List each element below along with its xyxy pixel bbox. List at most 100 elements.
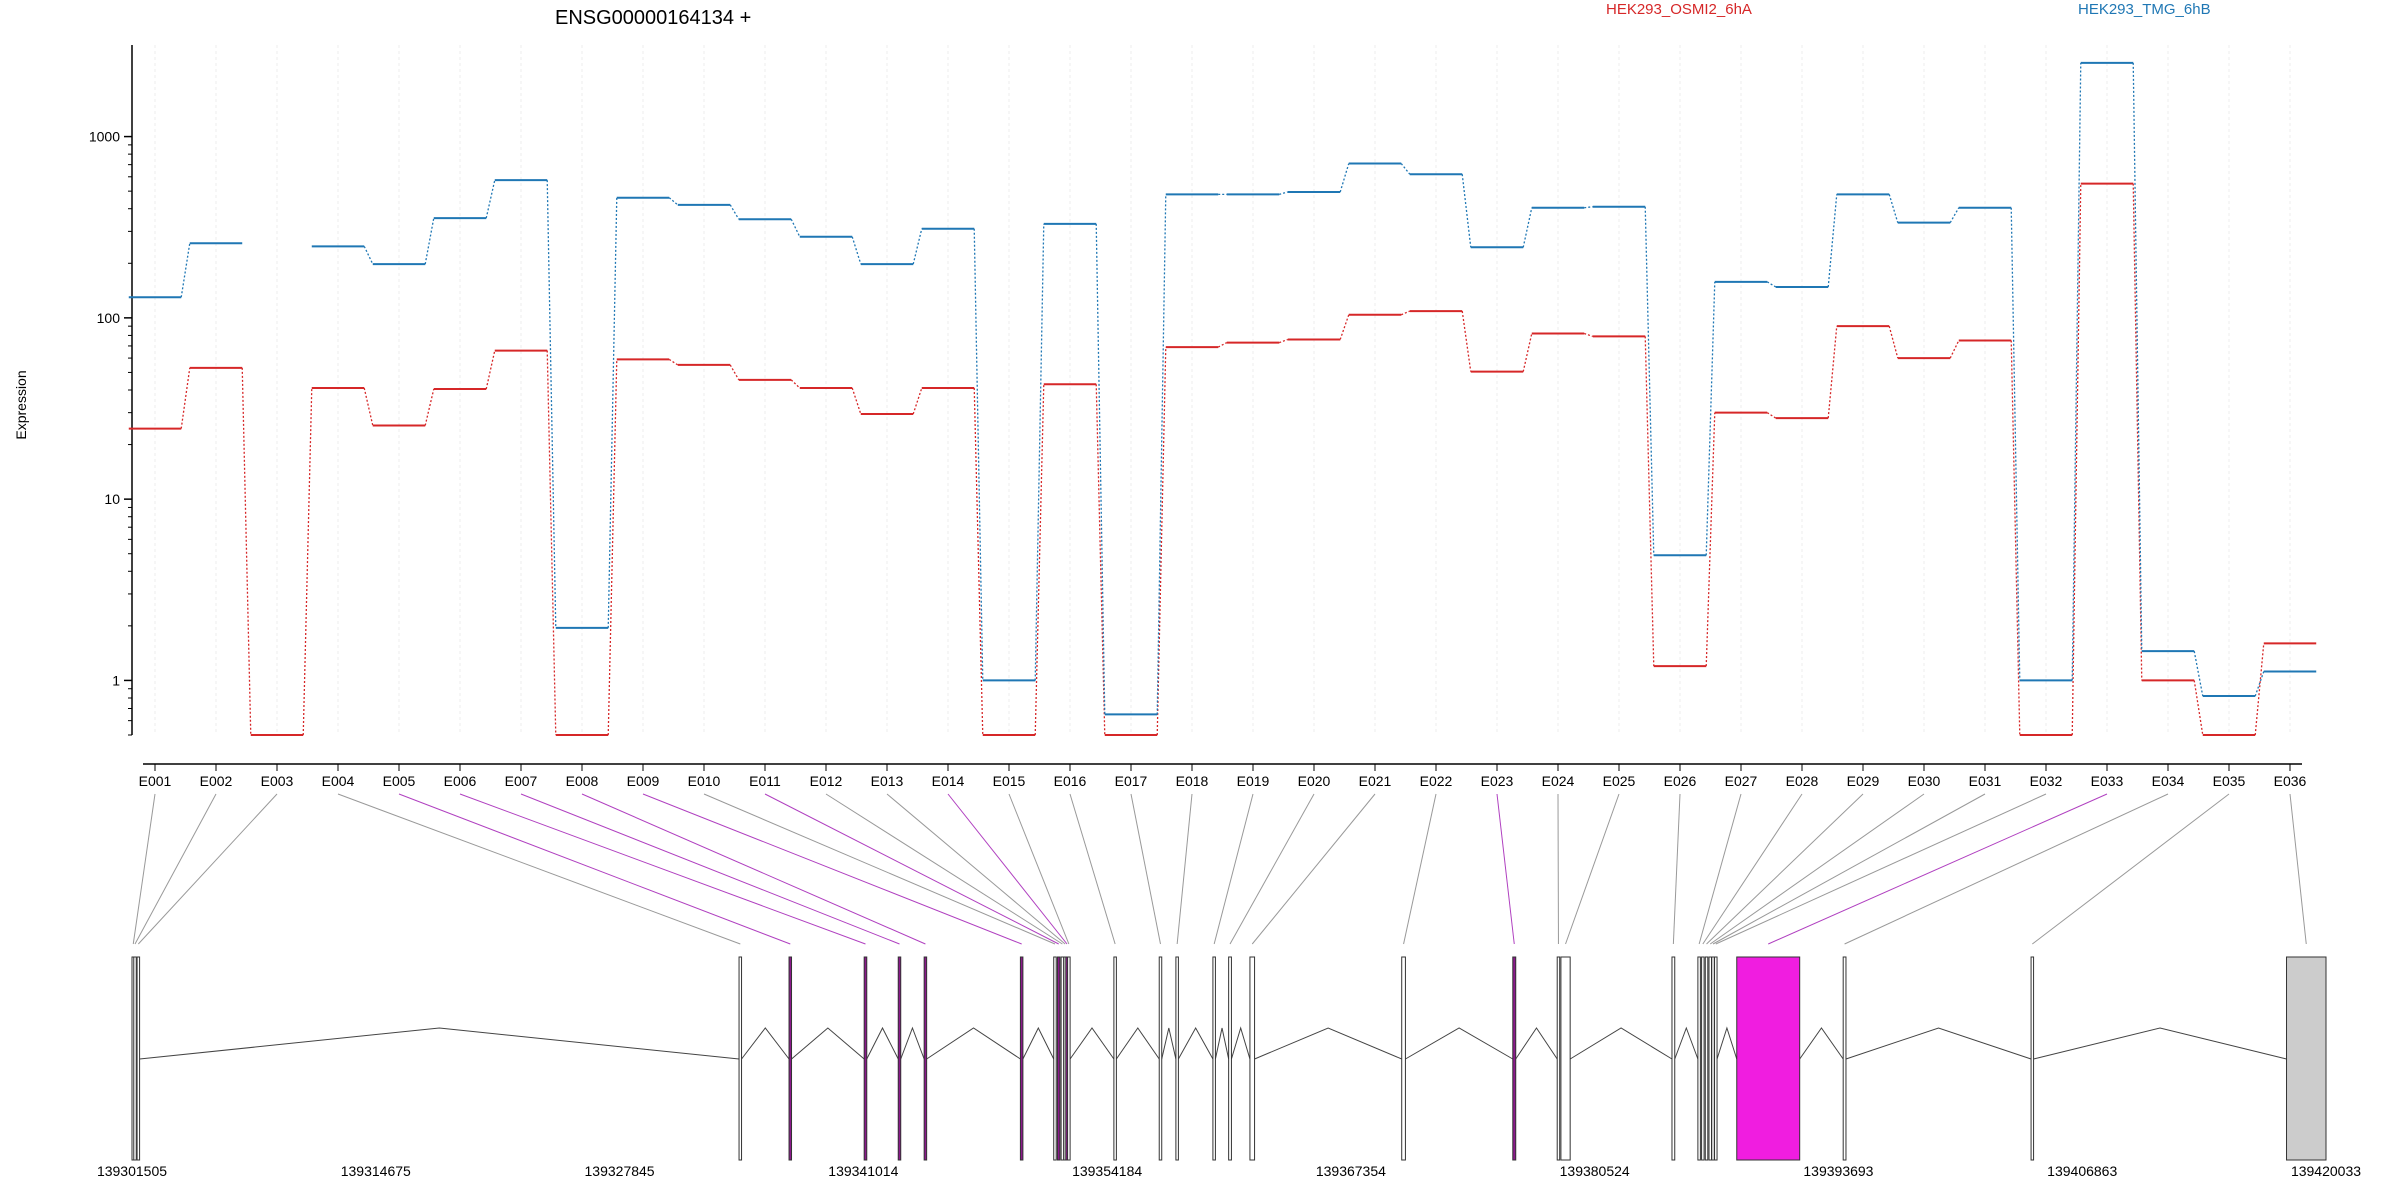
exon-box [1019,956,1024,1161]
series-osmi2-connector [2193,680,2204,736]
exon-connector [947,793,1068,945]
series-osmi2-connector [1522,333,1533,372]
series-osmi2-connector [546,350,557,736]
series-osmi2-connector [1888,325,1899,359]
exon-connector [1844,793,2169,945]
intron-line [791,1027,865,1060]
exon-box [1701,956,1705,1161]
exon-tick-label: E030 [1908,773,1941,789]
exon-connector [764,793,1059,945]
exon-tick-label: E008 [566,773,599,789]
series-osmi2-connector [1827,326,1838,419]
y-tick-label: 100 [97,310,121,326]
exon-connector [2289,793,2307,945]
legend-entry-osmi2: HEK293_OSMI2_6hA [1606,1,1752,18]
exon-tick-label: E004 [322,773,355,789]
series-tmg-connector [1949,207,1960,224]
exon-box [1708,956,1712,1161]
exon-connector [886,793,1066,945]
exon-box [788,956,793,1161]
intron-line [1022,1026,1055,1060]
coordinate-tick-label: 139314675 [341,1163,411,1179]
series-tmg-connector [668,197,679,206]
exon-box [1556,956,1561,1161]
series-tmg-connector [1705,281,1716,556]
exon-box [1113,956,1117,1161]
series-tmg-connector [363,246,374,265]
exon-box [1053,956,1057,1161]
series-osmi2-connector [1095,384,1106,736]
y-tick-label: 1000 [89,129,120,145]
exon-box [1056,956,1061,1161]
exon-box [1212,956,1216,1161]
gene-model [131,956,2327,1161]
exon-box [1512,956,1517,1161]
series-tmg-connector [790,218,801,238]
coordinate-tick-label: 139420033 [2291,1163,2361,1179]
series-tmg-connector [1339,163,1350,193]
exon-box [897,956,902,1161]
series-tmg-connector [1156,194,1167,715]
series-tmg-connector [1827,194,1838,288]
exon-box [1714,956,1718,1161]
series-tmg-connector [973,228,984,681]
y-axis-label: Expression [13,370,29,439]
exon-label-axis: E001 E002 E003 E004 E005 E006 E007 E008 E009 E010… [139,763,2307,789]
series-tmg-connector [1095,223,1106,715]
exon-tick-label: E001 [139,773,172,789]
intron-line [1405,1027,1514,1060]
exon-box [1067,956,1071,1161]
exon-tick-label: E009 [627,773,660,789]
exon-tick-label: E020 [1298,773,1331,789]
series-tmg-connector [1888,194,1899,223]
intron-line [1177,1026,1214,1060]
series-osmi2-connector [973,388,984,736]
series-tmg-connector [912,228,923,265]
exon-tick-label: E031 [1969,773,2002,789]
series-osmi2-connector [912,387,923,415]
intron-line [1845,1027,2032,1060]
intron-line [866,1026,899,1060]
series-tmg-connector [1034,223,1045,681]
coordinate-tick-label: 139380524 [1560,1163,1630,1179]
series-osmi2-connector [729,364,740,381]
intron-line [1569,1027,1673,1060]
exon-connector [1251,793,1376,945]
series-osmi2-connector [1461,310,1472,372]
exon-connector [1403,793,1437,945]
series-osmi2-connector [1156,347,1167,736]
y-axis: 1 10 100 1000 [89,45,133,736]
series-osmi2-connector [1644,336,1655,667]
series-tmg-connector [2132,62,2143,652]
exon-tick-label: E013 [871,773,904,789]
exon-connector [337,793,741,945]
exon-tick-label: E003 [261,773,294,789]
coordinate-tick-label: 139406863 [2047,1163,2117,1179]
series-osmi2-connector [1339,314,1350,340]
series-tmg-connector [2071,62,2082,681]
exon-box [136,956,141,1161]
series-osmi2-connector [851,387,862,415]
exon-box [1671,956,1676,1161]
intron-line [1716,1026,1738,1060]
exon-box [1842,956,1847,1161]
series-tmg-connector [1522,207,1533,248]
exon-tick-label: E029 [1847,773,1880,789]
series-tmg-connector [2254,671,2265,697]
exon-box [1228,956,1232,1161]
series-tmg-connector [485,180,496,219]
exon-tick-label: E010 [688,773,721,789]
genomic-coordinate-axis: 139301505 139314675 139327845 139341014 1393… [97,1163,2361,1179]
coordinate-tick-label: 139341014 [828,1163,898,1179]
intron-line [1799,1027,1844,1060]
coordinate-tick-label: 139354184 [1072,1163,1142,1179]
series-tmg-connector [2010,207,2021,681]
series-osmi2-connector [1034,384,1045,736]
exon-tick-label: E027 [1725,773,1758,789]
exon-box [1711,956,1715,1161]
exon-box [1158,956,1163,1161]
exon-connector [137,793,278,945]
series-osmi2-connector [1217,342,1228,348]
exon-box [738,956,743,1161]
